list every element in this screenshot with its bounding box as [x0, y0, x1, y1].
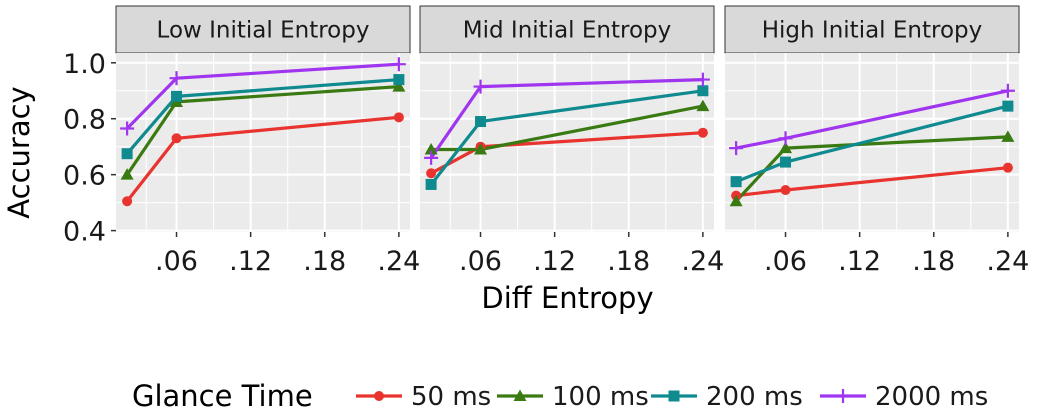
data-point-1-2-1: [475, 116, 487, 128]
legend-key-marker-0: [374, 391, 384, 401]
x-tick-label-2-3: .24: [986, 246, 1029, 277]
data-point-0-1-0: [120, 168, 134, 180]
data-point-1-0-2: [697, 127, 708, 138]
data-point-1-3-1: [473, 79, 488, 94]
data-point-1-3-0: [424, 150, 439, 165]
facet-strip-2: [724, 5, 1020, 54]
facet-title-1: Mid Initial Entropy: [463, 18, 671, 44]
legend-entry-label-1: 100 ms: [552, 382, 649, 412]
data-point-0-3-1: [169, 71, 184, 86]
data-point-1-2-2: [697, 85, 709, 97]
y-axis-title: Accuracy: [2, 86, 36, 218]
legend-key-marker-2: [668, 390, 680, 402]
data-point-0-1-2: [392, 80, 406, 92]
data-point-1-1-1: [474, 142, 488, 155]
x-tick-label-1-3: .24: [681, 246, 724, 277]
facet-strip-0: [115, 5, 411, 54]
x-tick-label-1-2: .18: [607, 246, 650, 277]
data-point-0-0-2: [393, 112, 404, 123]
data-point-1-1-0: [424, 142, 438, 155]
x-tick-label-2-0: .06: [764, 246, 807, 277]
legend-title: Glance Time: [132, 379, 313, 413]
data-point-2-1-2: [1001, 130, 1015, 142]
data-point-0-0-0: [122, 196, 133, 207]
x-tick-label-1-0: .06: [459, 246, 502, 277]
x-tick-label-1-1: .12: [533, 246, 576, 277]
x-tick-label-0-1: .12: [229, 246, 272, 277]
data-point-1-1-2: [696, 99, 710, 112]
legend-entry-label-3: 2000 ms: [875, 382, 988, 412]
data-point-2-0-1: [780, 185, 791, 196]
x-tick-label-2-2: .18: [912, 246, 955, 277]
data-point-2-2-1: [780, 156, 792, 168]
legend-entry-label-2: 200 ms: [706, 382, 803, 412]
data-point-0-3-2: [391, 57, 406, 72]
x-tick-label-2-1: .12: [838, 246, 881, 277]
data-point-1-3-2: [695, 72, 710, 87]
data-point-0-0-1: [171, 133, 182, 144]
data-point-0-2-2: [393, 74, 405, 86]
facet-title-2: High Initial Entropy: [762, 18, 983, 44]
data-point-0-3-0: [120, 121, 135, 136]
y-tick-label-0: 0.4: [63, 217, 106, 248]
data-point-2-1-1: [779, 141, 793, 154]
y-tick-label-2: 0.8: [63, 105, 106, 136]
data-point-2-3-0: [729, 141, 744, 156]
data-point-2-3-2: [1000, 83, 1015, 98]
legend-key-marker-1: [513, 389, 527, 401]
data-point-2-2-2: [1002, 100, 1014, 112]
data-point-2-1-0: [729, 194, 743, 207]
y-tick-label-1: 0.6: [63, 161, 106, 192]
data-point-2-3-1: [778, 131, 793, 146]
data-point-0-2-1: [171, 90, 183, 102]
facet-strip-1: [419, 5, 715, 54]
data-point-2-2-0: [730, 176, 742, 188]
panel-background-0: [116, 53, 410, 232]
data-point-1-0-0: [426, 168, 437, 179]
legend-key-marker-3: [836, 389, 850, 403]
legend-entry-label-0: 50 ms: [411, 382, 491, 412]
data-point-0-2-0: [121, 148, 133, 160]
x-tick-label-0-3: .24: [377, 246, 420, 277]
x-axis-title: Diff Entropy: [481, 281, 653, 315]
data-point-1-2-0: [425, 178, 437, 190]
x-tick-label-0-0: .06: [155, 246, 198, 277]
y-tick-label-3: 1.0: [63, 49, 106, 80]
x-tick-label-0-2: .18: [303, 246, 346, 277]
facet-title-0: Low Initial Entropy: [157, 18, 370, 44]
data-point-2-0-2: [1002, 162, 1013, 173]
